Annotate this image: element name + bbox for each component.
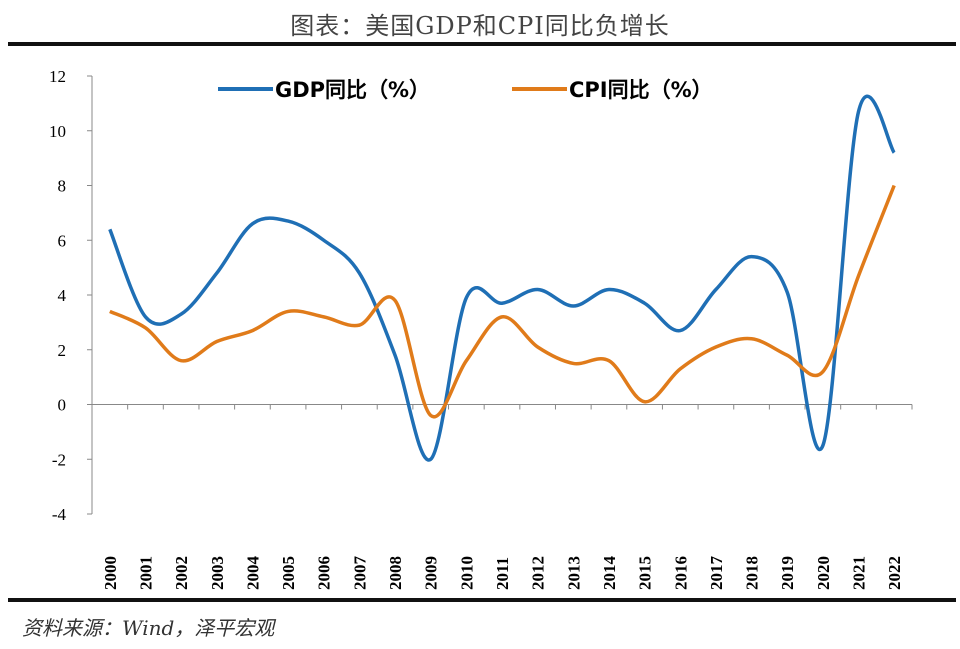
- x-tick-label: 2007: [350, 556, 369, 591]
- y-tick-label: 10: [49, 122, 66, 141]
- chart-title: 图表：美国GDP和CPI同比负增长: [290, 12, 670, 40]
- x-tick-label: 2010: [457, 556, 476, 590]
- x-tick-label: 2000: [101, 556, 120, 590]
- x-tick-label: 2020: [814, 556, 833, 590]
- x-tick-label: 2018: [743, 556, 762, 590]
- y-tick-label: 6: [58, 231, 67, 250]
- x-tick-label: 2022: [885, 556, 904, 590]
- x-tick-label: 2019: [778, 556, 797, 590]
- bottom-rule: [8, 598, 956, 602]
- x-tick-label: 2002: [172, 556, 191, 590]
- legend-label: GDP同比（%）: [275, 78, 430, 102]
- x-tick-label: 2003: [208, 556, 227, 590]
- y-tick-label: -4: [52, 505, 67, 524]
- x-tick-label: 2014: [600, 556, 619, 591]
- series-line-gdp: [108, 94, 896, 462]
- x-tick-label: 2009: [422, 556, 441, 590]
- x-tick-label: 2013: [564, 556, 583, 590]
- x-tick-label: 2004: [243, 556, 262, 591]
- series-line-cpi: [109, 184, 896, 419]
- legend-label: CPI同比（%）: [569, 78, 713, 102]
- y-tick-label: 4: [58, 286, 67, 305]
- source-note: 资料来源：Wind，泽平宏观: [22, 616, 275, 640]
- x-tick-label: 2006: [315, 556, 334, 590]
- x-tick-label: 2017: [707, 556, 726, 591]
- x-tick-label: 2021: [850, 556, 869, 590]
- x-tick-label: 2011: [493, 557, 512, 590]
- x-tick-label: 2015: [636, 556, 655, 590]
- y-tick-label: 0: [58, 396, 67, 415]
- y-tick-label: -2: [52, 450, 66, 469]
- x-tick-label: 2005: [279, 556, 298, 590]
- y-tick-label: 8: [58, 177, 67, 196]
- top-rule: [8, 42, 956, 46]
- y-tick-label: 2: [58, 341, 67, 360]
- y-tick-label: 12: [49, 67, 66, 86]
- x-tick-label: 2008: [386, 556, 405, 590]
- x-tick-label: 2001: [136, 556, 155, 590]
- x-tick-label: 2016: [671, 556, 690, 590]
- x-tick-label: 2012: [529, 556, 548, 590]
